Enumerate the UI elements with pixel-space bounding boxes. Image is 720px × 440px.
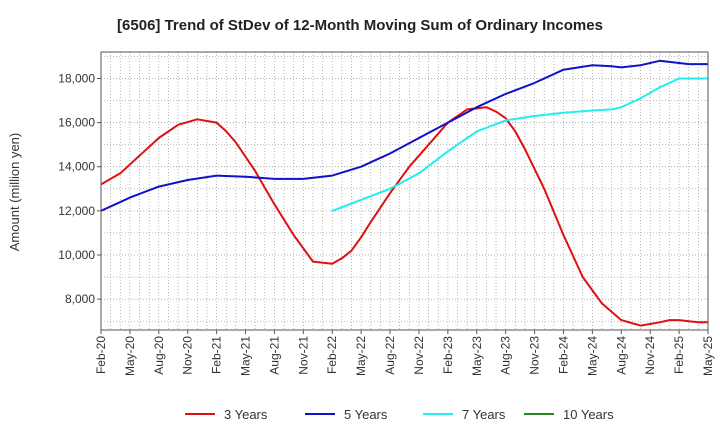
x-tick-label: Aug-23 xyxy=(499,336,513,375)
x-tick-label: Feb-21 xyxy=(210,336,224,374)
legend-label-10-years: 10 Years xyxy=(563,407,614,422)
x-tick-label: Feb-24 xyxy=(556,336,570,374)
x-tick-label: Feb-23 xyxy=(441,336,455,374)
legend-label-3-years: 3 Years xyxy=(224,407,268,422)
x-tick-label: Feb-22 xyxy=(325,336,339,374)
y-tick-label: 12,000 xyxy=(58,204,95,218)
x-tick-label: Feb-25 xyxy=(672,336,686,374)
x-tick-label: May-25 xyxy=(701,336,715,376)
y-axis-label: Amount (million yen) xyxy=(7,133,22,252)
x-tick-label: Nov-24 xyxy=(643,336,657,375)
plot-frame xyxy=(100,51,709,331)
x-tick-label: Feb-20 xyxy=(94,336,108,374)
x-tick-label: May-21 xyxy=(239,336,253,376)
x-axis-ticks: Feb-20 May-20 Aug-20 Nov-20 Feb-21 May-21 Aug-… xyxy=(94,330,715,376)
x-tick-label: May-24 xyxy=(585,336,599,376)
x-tick-label: Nov-22 xyxy=(412,336,426,375)
y-tick-label: 10,000 xyxy=(58,248,95,262)
x-tick-label: May-23 xyxy=(470,336,484,376)
x-tick-label: Aug-20 xyxy=(152,336,166,375)
x-tick-label: Nov-21 xyxy=(296,336,310,375)
x-tick-label: Nov-23 xyxy=(528,336,542,375)
legend-label-5-years: 5 Years xyxy=(344,407,388,422)
x-tick-label: May-20 xyxy=(123,336,137,376)
x-tick-label: Aug-22 xyxy=(383,336,397,375)
series-line-3-years xyxy=(101,106,708,327)
chart-title: [6506] Trend of StDev of 12-Month Moving… xyxy=(117,17,603,34)
legend: 3 Years 5 Years 7 Years 10 Years xyxy=(185,407,614,422)
legend-label-7-years: 7 Years xyxy=(462,407,506,422)
series-line-5-years xyxy=(101,59,708,212)
grid-layer xyxy=(100,52,709,330)
x-tick-label: May-22 xyxy=(354,336,368,376)
x-tick-label: Nov-20 xyxy=(181,336,195,375)
series-layer xyxy=(101,59,708,327)
y-axis-ticks: 8,000 10,000 12,000 14,000 16,000 18,000 xyxy=(58,71,101,306)
y-tick-label: 16,000 xyxy=(58,116,95,130)
x-tick-label: Aug-24 xyxy=(614,336,628,375)
y-tick-label: 18,000 xyxy=(58,71,95,85)
x-tick-label: Aug-21 xyxy=(267,336,281,375)
y-tick-label: 14,000 xyxy=(58,160,95,174)
y-tick-label: 8,000 xyxy=(65,292,95,306)
series-line-7-years xyxy=(331,77,708,212)
